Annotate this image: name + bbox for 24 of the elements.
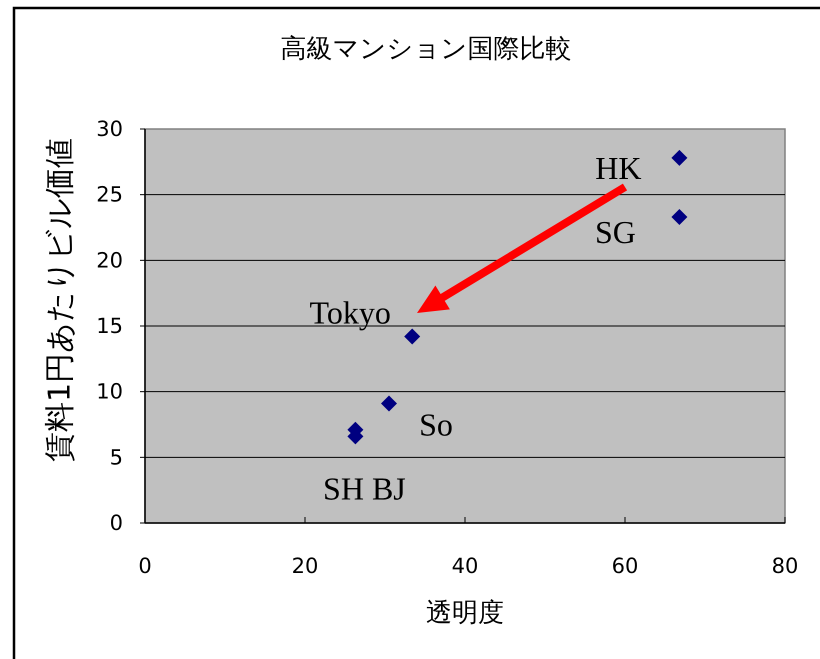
y-tick-label: 15: [96, 314, 123, 338]
x-tick-label: 40: [452, 554, 478, 578]
y-tick-label: 5: [110, 445, 123, 470]
point: [404, 328, 420, 345]
point: [381, 395, 397, 412]
annotation: HK: [595, 150, 642, 186]
annotation: SH BJ: [323, 470, 406, 506]
annotation: SG: [594, 214, 636, 250]
annotation: So: [419, 406, 453, 442]
chart-title: 高級マンション国際比較: [280, 34, 572, 64]
y-tick-label: 0: [110, 511, 123, 535]
y-tick-label: 10: [96, 380, 123, 404]
point: [671, 208, 688, 225]
point: [671, 150, 688, 166]
y-tick-label: 25: [96, 182, 123, 207]
y-axis-title: 賃料1円あたりビル価値: [42, 138, 78, 462]
y-tick-label: 30: [96, 117, 123, 141]
x-axis-title: 透明度: [426, 598, 504, 628]
x-tick-label: 60: [612, 554, 638, 578]
x-tick-label: 20: [292, 554, 318, 578]
x-tick-label: 0: [138, 554, 152, 578]
y-tick-label: 20: [96, 248, 123, 272]
x-tick-label: 80: [772, 554, 798, 578]
annotation: Tokyo: [310, 294, 391, 331]
